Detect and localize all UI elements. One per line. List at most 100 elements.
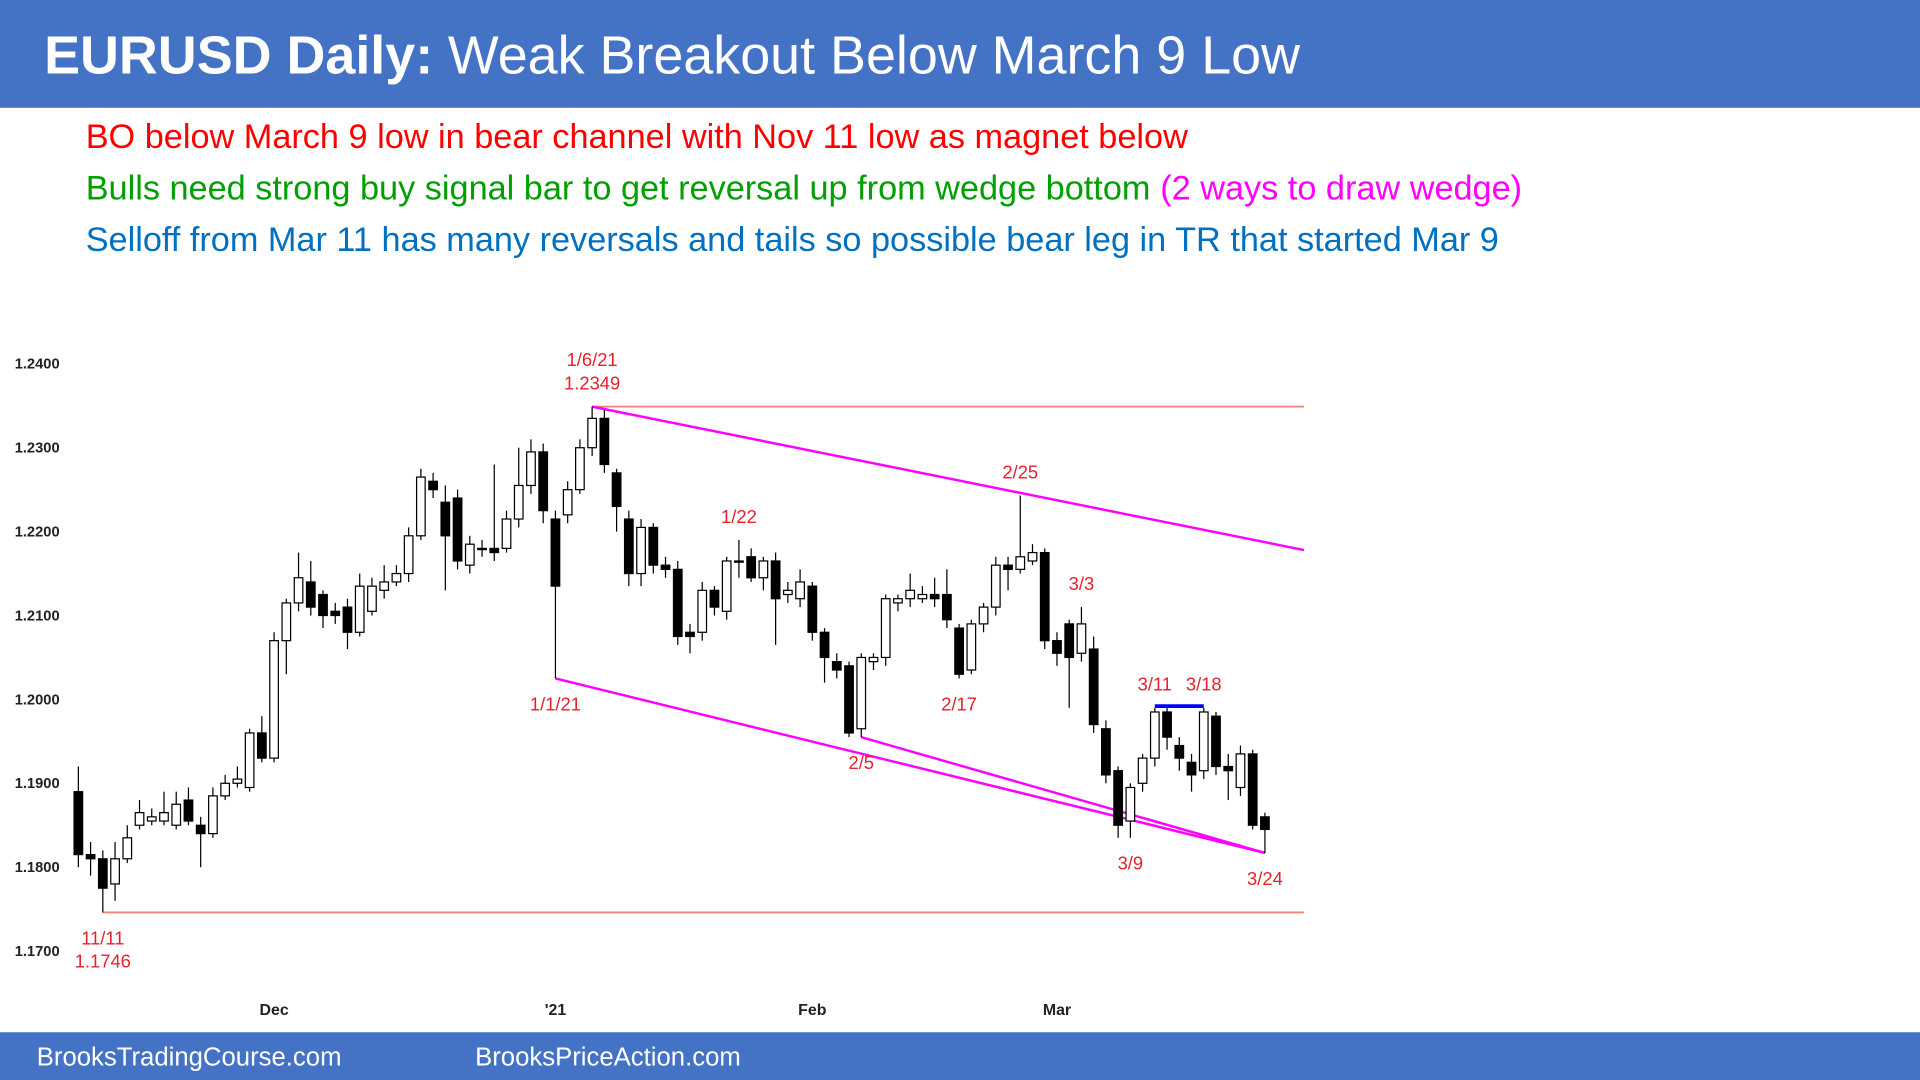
candle-body (1076, 623, 1087, 654)
y-tick-label: 1.1900 (15, 776, 60, 792)
x-tick-label: '21 (545, 1002, 567, 1019)
candle-body (281, 602, 292, 642)
candle-body (1039, 551, 1050, 642)
candle-body (623, 518, 634, 575)
candle-body (1235, 753, 1246, 789)
candle-body (1211, 715, 1221, 768)
trend-line (555, 677, 1266, 855)
candle-body (220, 782, 231, 797)
candle-body (1149, 711, 1160, 759)
candle-body (501, 518, 512, 550)
candle-body (305, 581, 316, 608)
title: EURUSD Daily: Weak Breakout Below March 9… (44, 25, 1301, 85)
notes: BO below March 9 low in bear channel wit… (86, 118, 1522, 259)
annotation: 1/6/21 (567, 349, 618, 370)
candle-body (844, 665, 854, 734)
candle-body (599, 417, 610, 466)
candle-body (550, 518, 561, 587)
candle-body (97, 858, 108, 889)
candle-body (1247, 753, 1258, 826)
candle-body (1113, 770, 1124, 826)
candle-body (672, 568, 683, 638)
candle-body (452, 497, 463, 562)
candle-body (1003, 564, 1013, 570)
candle-body (856, 656, 867, 730)
candle-body (1064, 623, 1075, 659)
y-tick-label: 1.2400 (15, 357, 60, 373)
candle-body (1052, 640, 1062, 654)
candle-body (440, 501, 451, 537)
candle-body (464, 543, 475, 566)
candle-body (110, 858, 120, 885)
note-part: Bulls need strong buy signal bar to get … (86, 170, 1151, 208)
candle-body (954, 627, 965, 675)
candle-body (1101, 728, 1111, 776)
candle-body (1027, 551, 1038, 562)
candle-body (244, 732, 255, 789)
candle-body (146, 816, 157, 822)
annotation: 1.1746 (75, 951, 131, 972)
candle-body (905, 589, 916, 600)
title-rest: Weak Breakout Below March 9 Low (448, 25, 1301, 85)
candle-body (526, 451, 536, 487)
candle-body (208, 795, 218, 835)
candle-body (134, 812, 145, 826)
note-line: Bulls need strong buy signal bar to get … (86, 170, 1522, 208)
candle-body (318, 593, 328, 617)
candle-body (746, 556, 757, 579)
candle-body (1186, 761, 1197, 776)
x-tick-label: Mar (1043, 1002, 1071, 1019)
candle-body (1015, 556, 1026, 570)
candle-body (403, 535, 414, 575)
candle-body (269, 640, 279, 759)
candle-body (758, 560, 769, 579)
candle-body (330, 610, 341, 617)
plot: 1.1700 1.1800 1.1900 1.2000 1.2100 1.2200 1.23… (15, 349, 1305, 1019)
candle-body (159, 812, 169, 822)
candle-body (562, 489, 573, 516)
y-tick-label: 1.2000 (15, 692, 60, 708)
annotation: 2/5 (848, 752, 874, 773)
candle-body (342, 606, 353, 633)
candle-body (782, 589, 793, 596)
candle-body (734, 560, 744, 563)
candle-body (513, 484, 524, 520)
trend-line (591, 405, 1305, 552)
candle-body (868, 656, 879, 663)
note-line: Selloff from Mar 11 has many reversals a… (86, 221, 1499, 259)
candle-body (1088, 648, 1099, 726)
trend-line (860, 735, 1266, 855)
candle-body (611, 472, 622, 508)
candle-body (1223, 765, 1234, 772)
candle-body (183, 799, 194, 822)
candle-body (232, 778, 243, 784)
note-line: BO below March 9 low in bear channel wit… (86, 118, 1188, 156)
y-tick-label: 1.2200 (15, 525, 60, 541)
candle-body (1260, 816, 1270, 831)
footer-left: BrooksTradingCourse.com (37, 1043, 342, 1071)
candle-body (171, 803, 182, 826)
candle-body (917, 593, 928, 600)
candle-body (391, 572, 402, 583)
candle-body (819, 631, 830, 659)
y-tick-label: 1.1700 (15, 944, 60, 960)
candle-body (256, 732, 267, 759)
candle-body (1125, 786, 1136, 822)
note-part: Selloff from Mar 11 has many reversals a… (86, 221, 1499, 259)
header-bar (0, 0, 1920, 108)
candle-body (415, 476, 426, 537)
annotation: 3/24 (1247, 868, 1283, 889)
candle-body (831, 661, 842, 671)
annotation: 11/11 (81, 927, 124, 948)
annotation: 3/11 (1138, 674, 1172, 695)
candle-body (990, 564, 1001, 608)
annotation: 3/3 (1069, 573, 1095, 594)
annotation: 2/25 (1002, 461, 1038, 482)
candle-body (195, 824, 206, 835)
annotation: 3/18 (1186, 674, 1222, 695)
y-tick-label: 1.1800 (15, 860, 60, 876)
note-part: (2 ways to draw wedge) (1160, 170, 1522, 208)
candle-body (477, 547, 487, 551)
